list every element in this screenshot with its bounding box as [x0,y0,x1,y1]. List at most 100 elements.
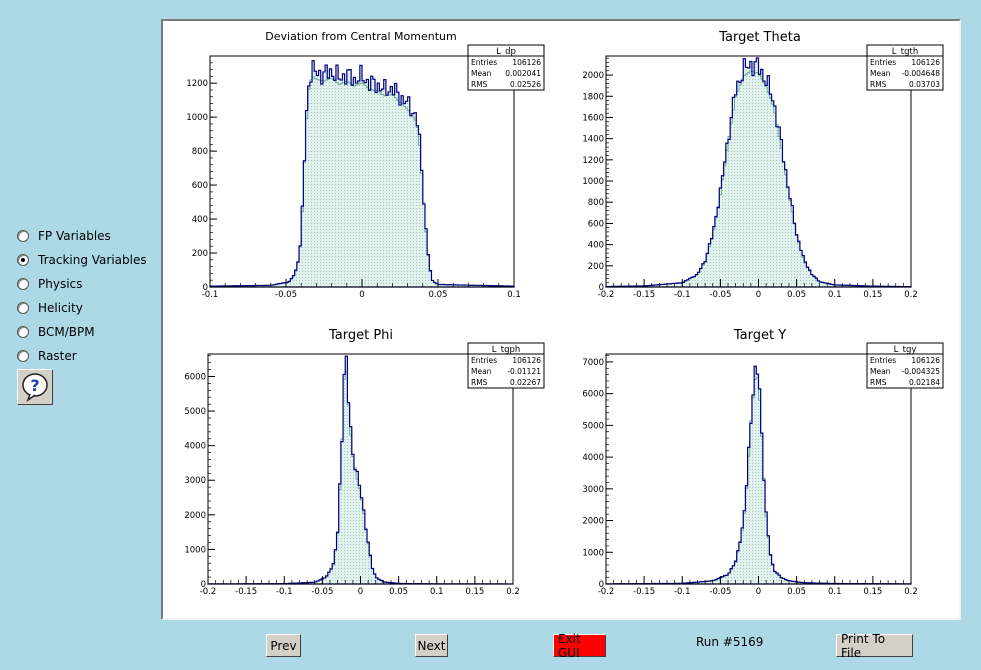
stats-value: 0.03703 [909,80,940,89]
x-tick-label: 0.15 [465,587,484,597]
x-tick-label: 0.1 [828,587,842,597]
histogram-fill [208,356,513,584]
radio-fp-variables[interactable]: FP Variables [17,224,157,248]
stats-key: Mean [471,367,492,376]
stats-name: L_tgth [892,47,918,57]
x-tick-label: 0 [756,587,761,597]
radio-button-icon[interactable] [17,230,29,242]
y-tick-label: 600 [192,181,208,191]
stats-name: L_dp [496,47,516,57]
y-tick-label: 800 [588,198,604,208]
y-tick-label: 6000 [184,372,206,382]
histogram-title: Target Theta [718,30,801,45]
y-tick-label: 1200 [582,156,604,166]
radio-label-physics: Physics [38,277,83,291]
question-mark-balloon-icon: ? [22,373,48,402]
x-tick-label: 0.05 [429,290,448,300]
y-tick-label: 400 [588,241,604,251]
stats-key: Entries [870,58,896,67]
x-tick-label: 0.05 [787,290,806,300]
radio-tracking-variables[interactable]: Tracking Variables [17,248,157,272]
x-tick-label: 0 [358,587,363,597]
stats-value: -0.004325 [902,367,941,376]
radio-button-checked-icon[interactable] [17,254,29,266]
y-tick-label: 1200 [186,79,208,89]
y-tick-label: 2000 [582,71,604,81]
y-tick-label: 1800 [582,92,604,102]
print-to-file-button[interactable]: Print To File [836,632,913,660]
stats-value: -0.004648 [902,69,941,78]
stats-value: 0.002041 [505,69,541,78]
histogram-line [209,60,515,288]
histogram-fill [210,60,514,288]
x-tick-label: 0.1 [430,587,444,597]
radio-label-helicity: Helicity [38,301,83,315]
y-tick-label: 1000 [184,545,206,555]
y-tick-label: 0 [599,283,604,293]
radio-label-bcm-bpm: BCM/BPM [38,325,95,339]
histogram-title: Deviation from Central Momentum [265,30,456,43]
stats-key: Mean [870,367,891,376]
x-tick-label: -0.1 [276,587,293,597]
x-tick-label: 0 [359,290,364,300]
run-number-label: Run #5169 [696,635,764,649]
x-tick-label: 0.15 [863,587,882,597]
x-tick-label: 0 [756,290,761,300]
histogram-title: Target Phi [328,328,393,343]
stats-value: 0.02267 [510,378,541,387]
radio-button-icon[interactable] [17,278,29,290]
exit-gui-button[interactable]: Exit GUI [553,632,606,660]
stats-name: L_tgy [894,345,917,355]
y-tick-label: 2000 [184,511,206,521]
plot-canvas: 200 400 600 800 1000 1200 0 -0.1 -0.05 0 0.05 0.1 De… [161,19,961,620]
radio-physics[interactable]: Physics [17,272,157,296]
y-tick-label: 200 [588,262,604,272]
y-tick-label: 5000 [184,407,206,417]
x-tick-label: -0.15 [235,587,257,597]
stats-value: 106126 [512,356,541,365]
stats-box [467,44,545,91]
prev-button[interactable]: Prev [266,634,301,657]
x-tick-label: -0.15 [633,587,655,597]
y-tick-label: 0 [599,580,604,590]
radio-button-icon[interactable] [17,350,29,362]
x-tick-label: -0.05 [311,587,333,597]
histogram-line [605,57,912,288]
x-tick-label: 0.1 [507,290,521,300]
stats-value: -0.01121 [507,367,541,376]
next-button[interactable]: Next [415,634,448,657]
x-tick-label: -0.05 [709,290,731,300]
stats-value: 106126 [911,356,940,365]
radio-label-raster: Raster [38,349,77,363]
radio-label-tracking-variables: Tracking Variables [38,253,147,267]
x-tick-label: -0.2 [598,587,615,597]
y-tick-label: 3000 [184,476,206,486]
stats-key: Mean [471,69,492,78]
help-button[interactable]: ? [17,369,53,405]
radio-raster[interactable]: Raster [17,344,157,368]
tab-radio-group: FP Variables Tracking Variables Physics … [17,224,157,368]
x-tick-label: 0.1 [828,290,842,300]
histogram-fill [606,58,911,287]
radio-button-icon[interactable] [17,302,29,314]
x-tick-label: 0.05 [787,587,806,597]
y-tick-label: 800 [192,147,208,157]
radio-bcm-bpm[interactable]: BCM/BPM [17,320,157,344]
y-tick-label: 0 [203,283,208,293]
stats-key: RMS [471,378,488,387]
y-tick-label: 6000 [582,390,604,400]
histogram-pad: 2004006008001000120014001600180020000-0.… [582,30,944,300]
y-tick-label: 4000 [184,442,206,452]
x-tick-label: -0.05 [709,587,731,597]
y-tick-label: 200 [192,249,208,259]
histogram-fill [606,366,911,584]
stats-key: Mean [870,69,891,78]
radio-button-icon[interactable] [17,326,29,338]
y-tick-label: 1400 [582,135,604,145]
x-tick-label: -0.1 [202,290,219,300]
y-tick-label: 0 [201,580,206,590]
radio-helicity[interactable]: Helicity [17,296,157,320]
x-tick-label: 0.2 [904,290,918,300]
